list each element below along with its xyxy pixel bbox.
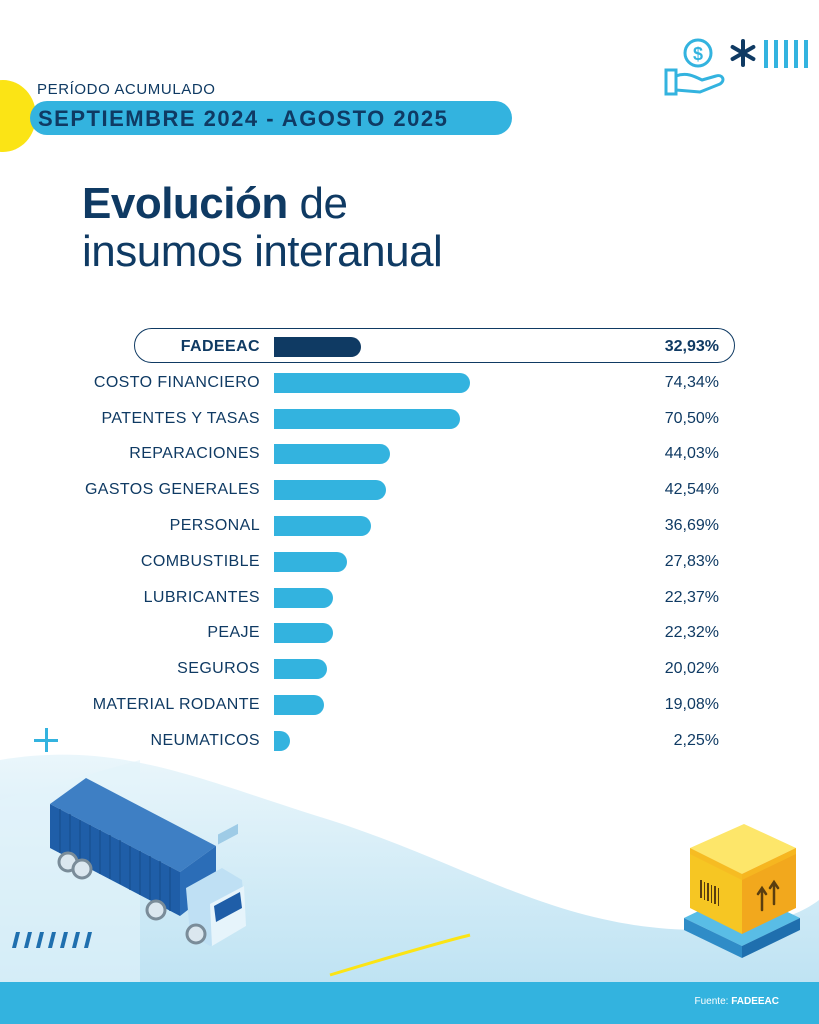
bar (274, 587, 334, 608)
footer-band (0, 982, 819, 1024)
value-label: 2,25% (673, 731, 719, 749)
source-label: Fuente: (694, 996, 732, 1007)
highlight-row-outline (134, 328, 735, 363)
stripes-decoration (764, 40, 808, 68)
period-pill (30, 101, 512, 135)
page-title-line1: Evolución de (82, 178, 348, 230)
value-label: 22,32% (664, 624, 719, 642)
value-label: 44,03% (664, 445, 719, 463)
page-title-line2: insumos interanual (82, 227, 443, 276)
category-label: COSTO FINANCIERO (93, 373, 260, 391)
value-label: 74,34% (664, 373, 719, 391)
truck-illustration (50, 778, 246, 946)
category-label: LUBRICANTES (143, 588, 260, 606)
bar (274, 730, 290, 751)
category-label: GASTOS GENERALES (84, 481, 260, 499)
value-label: 19,08% (664, 696, 719, 713)
value-label: 32,93% (664, 338, 719, 355)
bar (274, 623, 333, 644)
category-label: MATERIAL RODANTE (92, 696, 260, 713)
value-label: 22,37% (664, 588, 719, 606)
svg-text:$: $ (693, 44, 703, 64)
bar (274, 408, 461, 429)
period-value: SEPTIEMBRE 2024 - AGOSTO 2025 (38, 106, 449, 131)
bar (274, 551, 348, 572)
stripes-decoration-bottom (12, 932, 92, 948)
title-rest: de (287, 179, 348, 228)
category-label: FADEEAC (180, 338, 260, 355)
category-label: COMBUSTIBLE (140, 552, 260, 570)
value-label: 70,50% (664, 409, 719, 427)
bar (274, 444, 391, 465)
category-label: SEGUROS (177, 660, 260, 678)
category-label: REPARACIONES (129, 445, 260, 463)
period-label: PERÍODO ACUMULADO (37, 81, 216, 98)
category-label: PERSONAL (169, 517, 260, 534)
asterisk-icon (730, 39, 756, 67)
bar (274, 372, 471, 393)
bar-chart: FADEEAC 32,93% COSTO FINANCIERO 74,34% PATEN… (84, 337, 719, 751)
value-label: 36,69% (664, 517, 719, 534)
value-label: 20,02% (664, 660, 719, 678)
category-label: NEUMATICOS (150, 731, 260, 749)
bar (274, 695, 325, 715)
bar (274, 516, 371, 536)
category-label: PATENTES Y TASAS (101, 409, 260, 427)
bar (274, 659, 327, 680)
bar (274, 337, 361, 357)
dollar-hand-icon: $ (664, 38, 725, 96)
plus-icon (34, 728, 58, 752)
bar (274, 480, 387, 501)
source-note: Fuente: FADEEAC (695, 996, 780, 1007)
title-bold: Evolución (82, 179, 288, 228)
box-pallet-illustration (684, 824, 800, 958)
value-label: 42,54% (664, 481, 719, 499)
category-label: PEAJE (207, 624, 260, 642)
value-label: 27,83% (664, 552, 719, 570)
source-value: FADEEAC (731, 996, 779, 1007)
